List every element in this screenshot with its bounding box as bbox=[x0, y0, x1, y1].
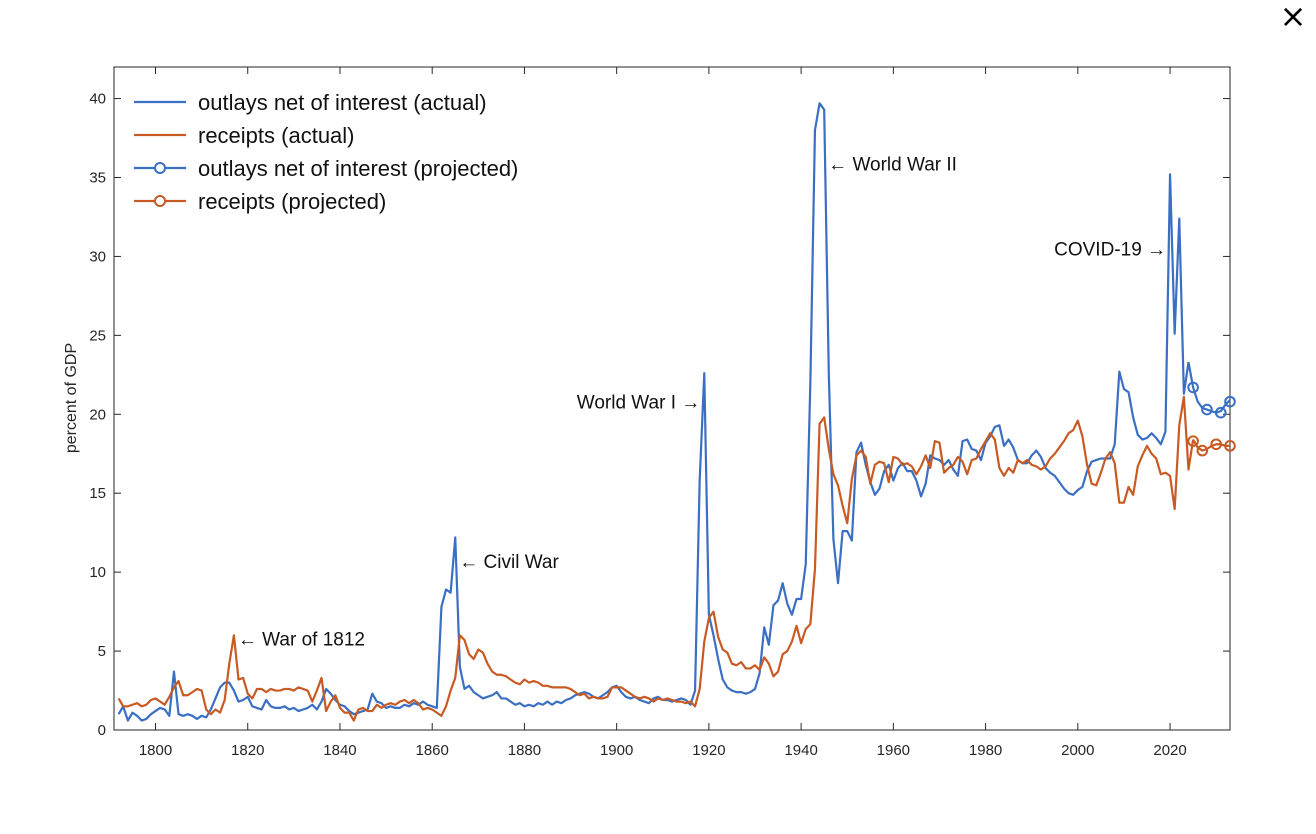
annotation-world-war-ii: ← World War II bbox=[828, 154, 957, 175]
annotation-world-war-i: World War I → bbox=[577, 393, 701, 414]
x-tick-label: 1960 bbox=[877, 742, 910, 759]
y-tick-label: 10 bbox=[89, 564, 106, 581]
x-tick-label: 1900 bbox=[600, 742, 633, 759]
legend-marker bbox=[154, 195, 166, 207]
series-line-receipts-actual bbox=[117, 395, 1195, 722]
axis-ticks: 1800 1820 1840 1860 1880 1900 1920 1940 1960 1980… bbox=[89, 67, 1230, 759]
legend-label: receipts (projected) bbox=[198, 189, 386, 214]
x-tick-label: 1840 bbox=[323, 742, 356, 759]
legend-label: outlays net of interest (projected) bbox=[198, 156, 518, 181]
y-tick-label: 30 bbox=[89, 248, 106, 265]
legend-label: receipts (actual) bbox=[198, 123, 355, 148]
x-tick-label: 1980 bbox=[969, 742, 1002, 759]
x-tick-label: 1860 bbox=[416, 742, 449, 759]
data-point-outlays-net-of-interest-projected bbox=[1187, 381, 1199, 394]
legend: outlays net of interest (actual) receipts… bbox=[134, 90, 518, 214]
y-tick-label: 20 bbox=[89, 406, 106, 423]
annotation-covid-19: COVID-19 → bbox=[1054, 240, 1166, 261]
x-tick-label: 2000 bbox=[1061, 742, 1094, 759]
legend-label: outlays net of interest (actual) bbox=[198, 90, 487, 115]
y-axis-label: percent of GDP bbox=[63, 343, 80, 453]
data-point-receipts-projected bbox=[1224, 440, 1236, 452]
annotation-layer: ← War of 1812 ← Civil War World War I → ← W… bbox=[238, 154, 1166, 650]
data-point-outlays-net-of-interest-projected bbox=[1201, 403, 1213, 416]
y-tick-label: 15 bbox=[89, 485, 106, 502]
plot-area bbox=[113, 66, 1231, 731]
x-tick-label: 1940 bbox=[784, 742, 817, 759]
y-tick-label: 25 bbox=[89, 327, 106, 344]
y-tick-label: 35 bbox=[89, 170, 106, 187]
annotation-war-of-1812: ← War of 1812 bbox=[238, 629, 365, 650]
data-point-receipts-projected bbox=[1187, 435, 1199, 447]
x-tick-label: 1820 bbox=[231, 742, 264, 759]
x-tick-label: 1800 bbox=[139, 742, 172, 759]
data-point-outlays-net-of-interest-projected bbox=[1214, 406, 1227, 419]
y-tick-label: 40 bbox=[89, 91, 106, 108]
y-tick-label: 5 bbox=[98, 643, 106, 660]
series-line-outlays-net-of-interest-actual bbox=[117, 102, 1190, 722]
data-point-receipts-projected bbox=[1196, 444, 1209, 457]
annotation-civil-war: ← Civil War bbox=[459, 552, 559, 573]
close-button[interactable]: × bbox=[1279, 0, 1307, 35]
legend-marker bbox=[154, 162, 166, 174]
x-tick-label: 1880 bbox=[508, 742, 541, 759]
y-tick-label: 0 bbox=[98, 722, 106, 739]
series-layer bbox=[117, 102, 1236, 722]
x-tick-label: 1920 bbox=[692, 742, 725, 759]
data-point-outlays-net-of-interest-projected bbox=[1224, 395, 1236, 408]
x-tick-label: 2020 bbox=[1153, 742, 1186, 759]
data-point-receipts-projected bbox=[1210, 438, 1222, 451]
